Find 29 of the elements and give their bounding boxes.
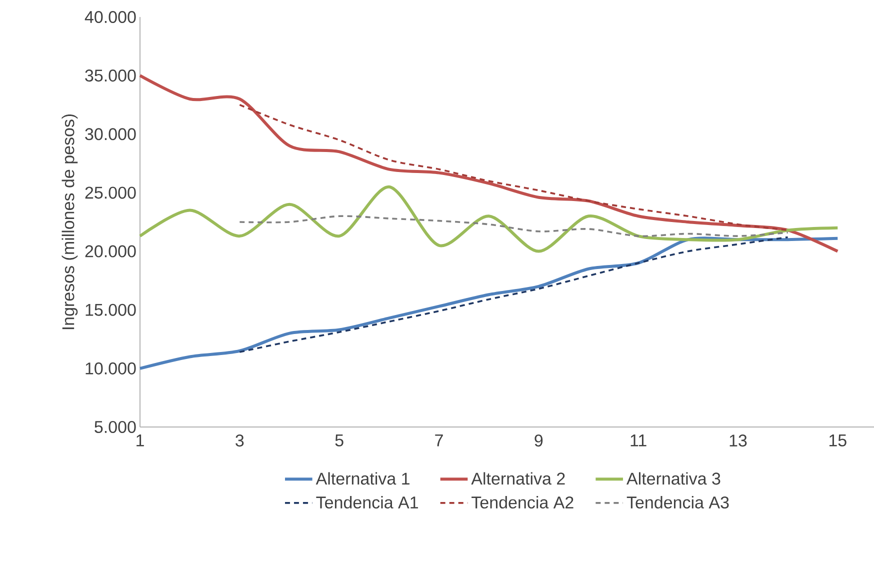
y-axis-title: Ingresos (millones de pesos) [62, 114, 78, 330]
y-tick-label: 15.000 [86, 304, 136, 316]
y-tick-label: 40.000 [84, 10, 136, 24]
legend-label: Alternativa 3 [626, 472, 720, 485]
x-tick-label: 9 [534, 434, 543, 447]
x-tick-label: 5 [335, 434, 344, 446]
legend-label: Alternativa 2 [471, 472, 565, 485]
x-tick-label: 13 [730, 434, 747, 447]
line-series [238, 236, 789, 353]
x-tick-label: 11 [630, 434, 646, 446]
legend-label: Tendencia A2 [472, 496, 574, 509]
x-tick-label: 1 [136, 434, 144, 446]
y-tick-label: 20.000 [85, 245, 136, 258]
x-tick-label: 7 [435, 434, 443, 446]
legend-label: Alternativa 1 [316, 472, 410, 485]
x-tick-label: 3 [236, 434, 244, 447]
y-tick-label: 10.000 [86, 362, 136, 374]
y-tick-label: 5.000 [94, 420, 136, 434]
legend-label: Tendencia A1 [316, 496, 418, 509]
y-tick-label: 35.000 [85, 70, 136, 82]
y-tick-label: 30.000 [85, 128, 136, 140]
line-series [138, 74, 840, 253]
line-series [238, 104, 789, 232]
line-series [138, 185, 840, 253]
legend-label: Tendencia A3 [626, 496, 729, 509]
line-series [138, 236, 840, 370]
x-tick-label: 15 [829, 434, 846, 446]
y-tick-label: 25.000 [85, 186, 136, 199]
line-series [238, 215, 789, 238]
